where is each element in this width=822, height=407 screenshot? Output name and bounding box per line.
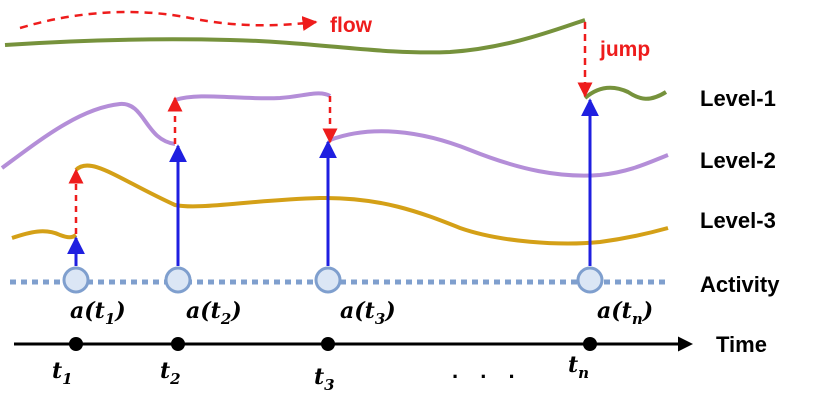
- activity-point-label-3: a(t3): [340, 298, 396, 328]
- activity-point-label-n: a(tn): [597, 298, 653, 328]
- activity-label: Activity: [700, 272, 780, 297]
- time-tick-label-n: tn: [568, 352, 589, 382]
- time-tick-label-1: t1: [52, 358, 73, 388]
- flow-label: flow: [330, 14, 373, 37]
- level1-curve-after-jump: [583, 85, 668, 101]
- level3-label: Level-3: [700, 208, 776, 233]
- level1-curve-main: [4, 18, 586, 55]
- time-tick-t2: [171, 337, 185, 351]
- time-tick-tn: [583, 337, 597, 351]
- activity-point-label-2: a(t2): [186, 298, 242, 328]
- level2-curve-seg3: [329, 129, 669, 178]
- level2-label: Level-2: [700, 148, 776, 173]
- time-axis-label: Time: [716, 332, 767, 357]
- flow-arrow: [19, 10, 318, 31]
- time-tick-label-2: t2: [160, 358, 181, 388]
- level3-curve-seg2: [74, 163, 669, 246]
- level2-curve-seg2: [174, 91, 332, 102]
- time-tick-t1: [69, 337, 83, 351]
- level3-curve-seg1: [11, 229, 78, 240]
- level1-label: Level-1: [700, 86, 776, 111]
- activity-node-t2: [164, 266, 192, 294]
- time-tick-label-3: t3: [314, 364, 335, 394]
- jump-label: jump: [599, 38, 650, 61]
- activity-node-t3: [314, 266, 342, 294]
- activity-node-tn: [576, 266, 604, 294]
- level2-curve-seg1: [0, 102, 176, 170]
- activity-point-label-1: a(t1): [70, 298, 126, 328]
- time-ellipsis: . . .: [452, 358, 523, 383]
- activity-node-t1: [62, 266, 90, 294]
- time-tick-t3: [321, 337, 335, 351]
